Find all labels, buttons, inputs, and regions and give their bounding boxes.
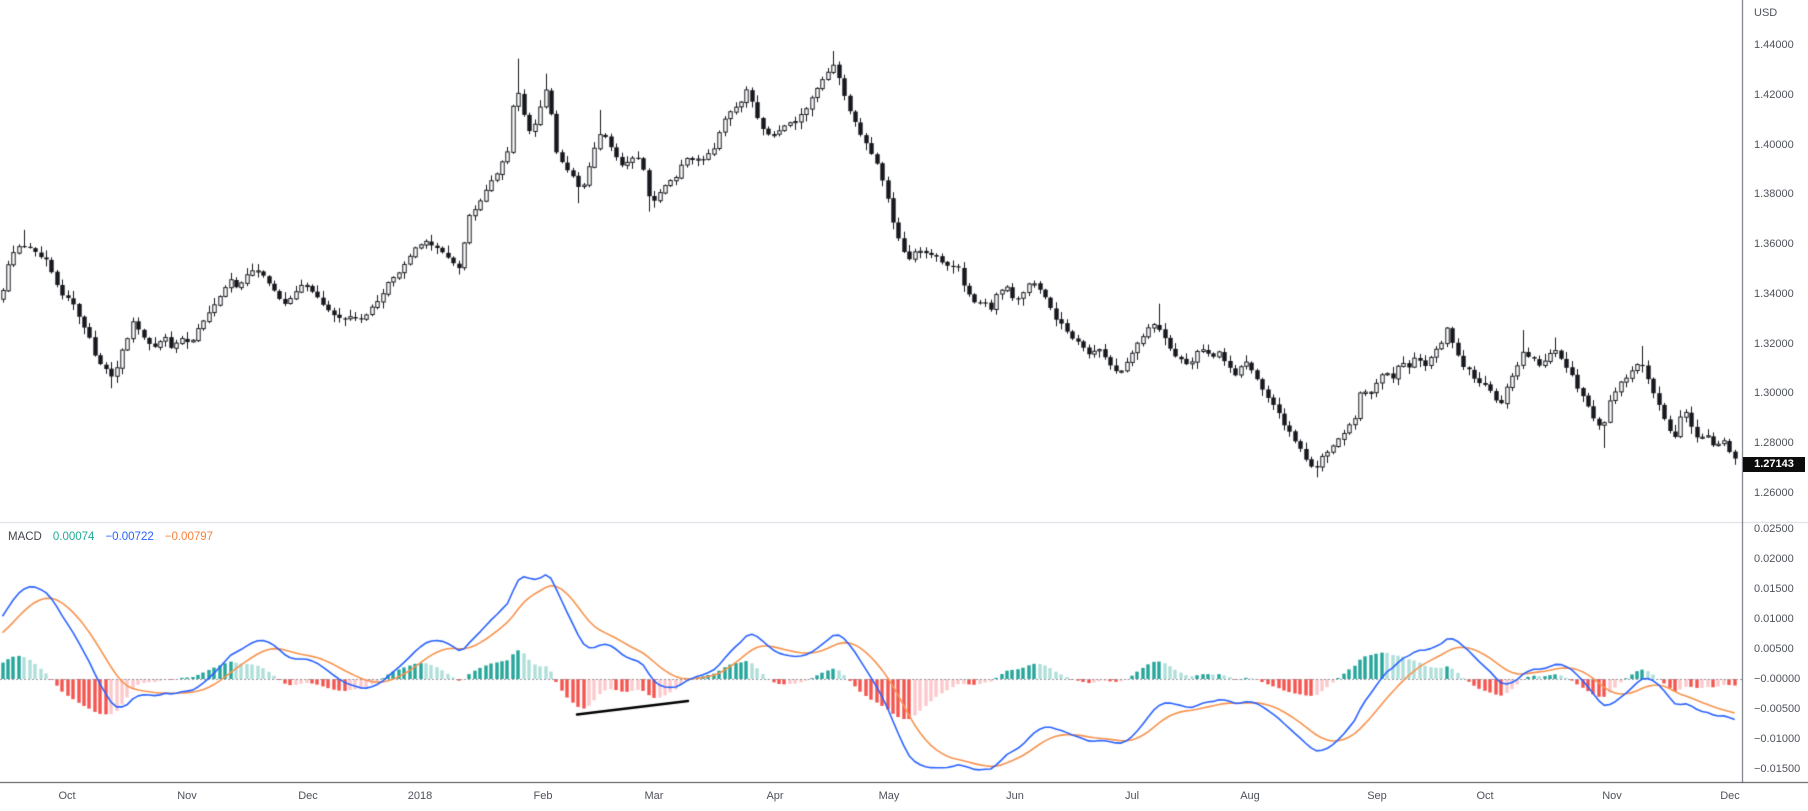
macd-tick-label: 0.02500 (1754, 523, 1794, 535)
month-label: Sep (1367, 790, 1387, 802)
macd-scale-axis[interactable]: 0.02500 0.02000 0.01500 0.01000 0.00500 −0.00… (1743, 522, 1808, 782)
month-label: Feb (533, 790, 553, 802)
price-tick-label: 1.38000 (1754, 188, 1794, 201)
month-label: Nov (177, 790, 197, 802)
price-tick-label: 1.42000 (1754, 88, 1794, 101)
month-label: Jun (1006, 790, 1024, 802)
price-tick-label: 1.36000 (1754, 238, 1794, 250)
price-tick-label: 1.26000 (1754, 486, 1794, 499)
price-tick-label: 1.32000 (1754, 337, 1794, 350)
month-label: Dec (1720, 790, 1740, 802)
month-label: May (878, 790, 900, 802)
price-axis-currency-label: USD (1754, 7, 1778, 19)
price-tick-label: 1.44000 (1754, 39, 1794, 51)
macd-tick-label: 0.01000 (1754, 613, 1794, 625)
price-tick-label: 1.40000 (1754, 138, 1794, 151)
macd-tick-label: 0.00500 (1754, 643, 1794, 655)
month-label: Apr (766, 790, 784, 802)
macd-legend-macd-line-value: −0.00722 (105, 531, 154, 543)
month-label: 2018 (407, 790, 433, 802)
month-label: Jul (1124, 790, 1140, 802)
price-scale-axis[interactable]: 1.44000 1.42000 1.40000 1.38000 1.36000 1.340… (1743, 0, 1808, 522)
price-tick-label: 1.34000 (1754, 287, 1794, 300)
macd-tick-label: 0.01500 (1754, 583, 1794, 595)
macd-legend[interactable]: MACD 0.00074 −0.00722 −0.00797 (8, 531, 213, 543)
price-tick-label: 1.28000 (1754, 437, 1794, 449)
macd-tick-label: −0.01000 (1754, 733, 1801, 745)
macd-tick-label: −0.00000 (1754, 673, 1801, 685)
time-scale-axis[interactable]: Oct Nov Dec 2018 Feb Mar Apr May Jun Jul Aug Sep Oct… (0, 782, 1808, 811)
month-label: Dec (298, 790, 318, 802)
macd-tick-label: 0.02000 (1754, 553, 1794, 565)
macd-tick-label: −0.00500 (1754, 703, 1801, 715)
month-label: Aug (1240, 790, 1260, 802)
price-tick-label: 1.30000 (1754, 387, 1794, 400)
macd-tick-label: −0.01500 (1754, 763, 1801, 775)
month-label: Oct (1476, 790, 1494, 802)
last-price-badge: 1.27143 (1743, 457, 1805, 472)
macd-legend-signal-line-value: −0.00797 (164, 531, 214, 543)
month-label: Mar (644, 790, 664, 802)
macd-legend-histogram-value: 0.00074 (52, 531, 95, 543)
macd-legend-title[interactable]: MACD (8, 531, 42, 543)
month-label: Oct (58, 790, 76, 802)
month-label: Nov (1602, 790, 1622, 802)
